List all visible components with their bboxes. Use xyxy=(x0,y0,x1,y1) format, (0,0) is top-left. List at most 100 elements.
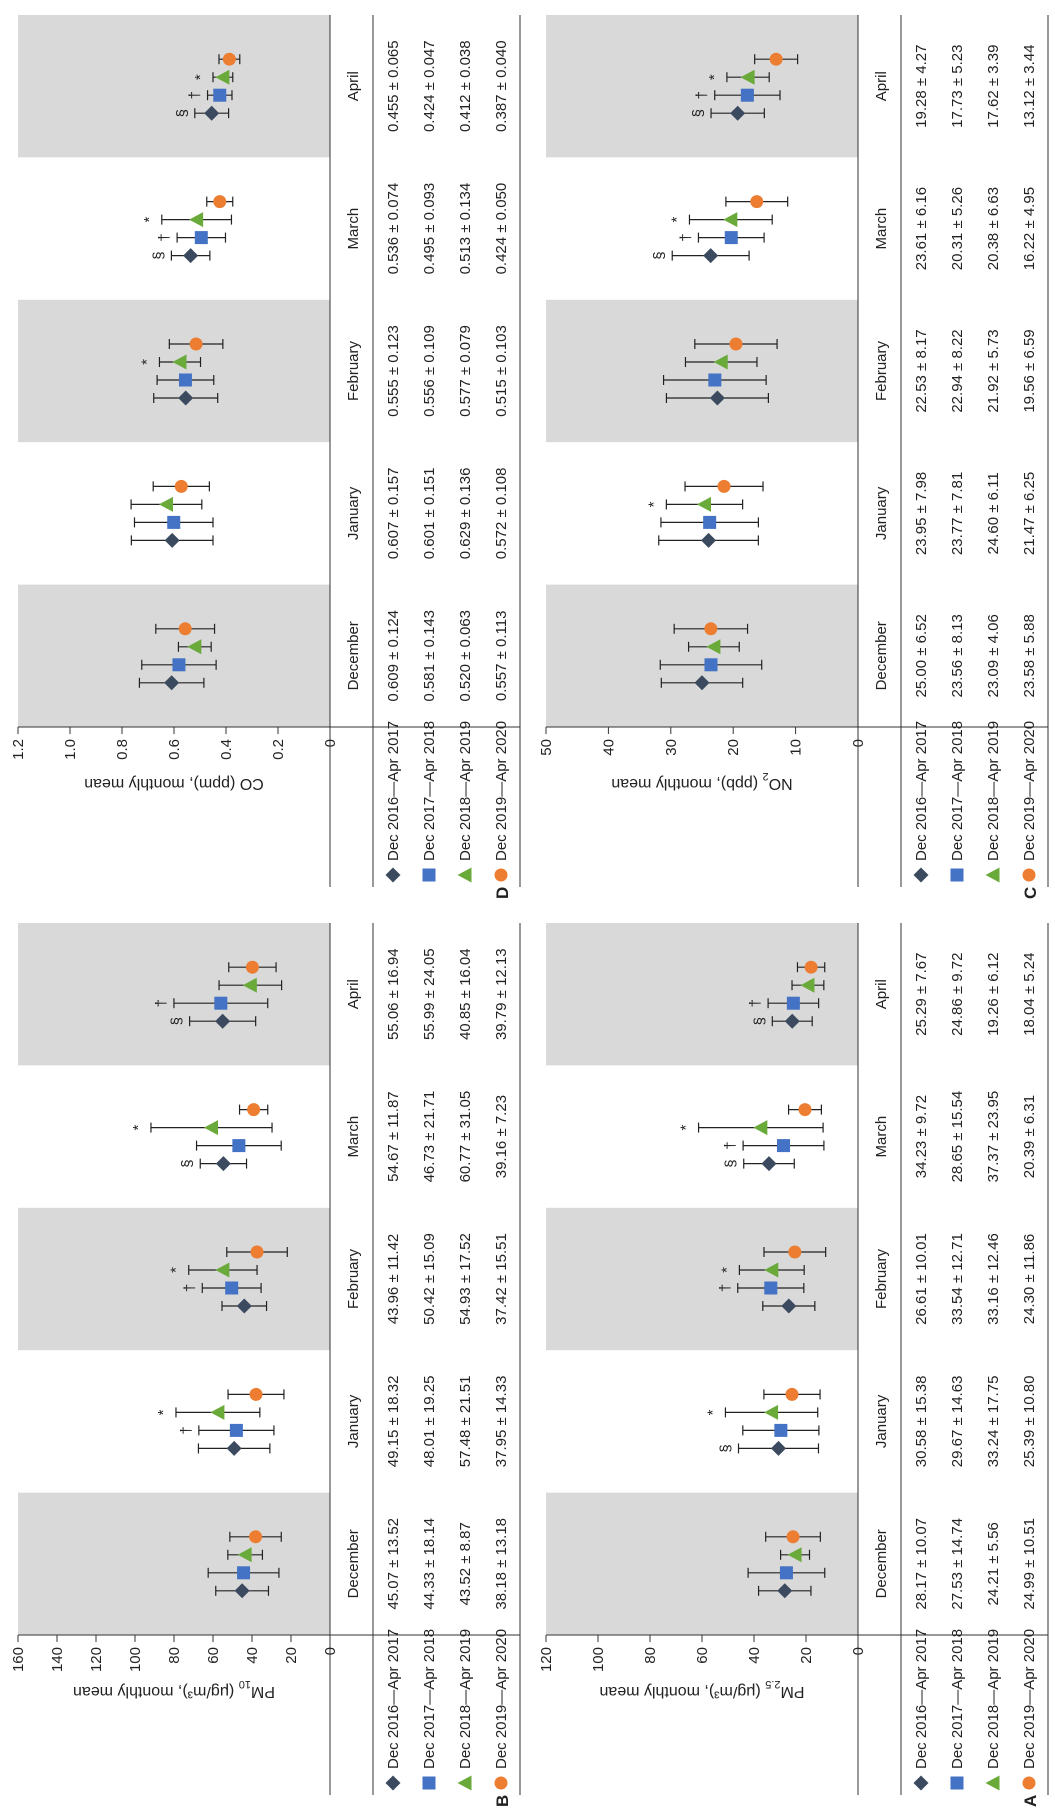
category-label: December xyxy=(873,1529,890,1598)
data-point xyxy=(723,212,738,228)
y-tick-label: 160 xyxy=(10,1647,27,1672)
category-label: April xyxy=(873,979,890,1009)
table-cell: 37.37 ± 23.95 xyxy=(985,1091,1002,1183)
data-point xyxy=(764,1404,779,1420)
significance-mark: * xyxy=(192,74,209,80)
y-tick-label: 0.2 xyxy=(270,739,287,760)
table-cell: 33.54 ± 12.71 xyxy=(949,1233,966,1325)
data-point xyxy=(245,960,259,974)
table-cell: 23.61 ± 6.16 xyxy=(913,187,930,270)
table-cell: 40.85 ± 16.04 xyxy=(457,948,474,1040)
y-axis-label-sub: 2.5 xyxy=(765,1678,780,1690)
legend-label: Dec 2017—Apr 2018 xyxy=(949,1629,966,1769)
legend-marker xyxy=(913,1775,929,1791)
table-cell: 0.424 ± 0.047 xyxy=(421,40,438,132)
legend-marker xyxy=(457,1775,472,1791)
legend-marker xyxy=(950,1776,964,1790)
y-tick-label: 40 xyxy=(746,1647,763,1664)
data-point xyxy=(761,1156,777,1172)
legend-label: Dec 2018—Apr 2019 xyxy=(985,721,1002,861)
significance-mark: † xyxy=(153,999,170,1007)
significance-mark: § xyxy=(174,109,191,117)
table-cell: 28.17 ± 10.07 xyxy=(913,1518,930,1610)
legend-label: Dec 2016—Apr 2017 xyxy=(913,1629,930,1769)
significance-mark: § xyxy=(718,1444,735,1452)
category-band xyxy=(18,584,330,727)
significance-mark: § xyxy=(169,1017,186,1025)
y-axis-label-base: PM xyxy=(781,1683,805,1700)
data-point xyxy=(770,1440,786,1456)
data-point xyxy=(172,354,187,370)
table-cell: 13.12 ± 3.44 xyxy=(1021,45,1038,128)
data-point xyxy=(704,658,718,672)
category-band xyxy=(546,15,858,158)
table-cell: 19.56 ± 6.59 xyxy=(1021,329,1038,412)
y-axis-label-rest: (μg/m³), monthly mean xyxy=(600,1683,766,1700)
table-cell: 27.53 ± 14.74 xyxy=(949,1518,966,1610)
y-axis-label: NO2 (ppb), monthly mean xyxy=(611,770,792,792)
table-cell: 23.77 ± 7.81 xyxy=(949,472,966,555)
table-cell: 18.04 ± 5.24 xyxy=(1021,953,1038,1036)
y-tick-label: 20 xyxy=(798,1647,815,1664)
legend-label: Dec 2017—Apr 2018 xyxy=(949,721,966,861)
table-cell: 0.412 ± 0.038 xyxy=(457,40,474,132)
category-label: March xyxy=(873,208,890,250)
y-tick-label: 60 xyxy=(694,1647,711,1664)
panel-letter: C xyxy=(1021,887,1040,899)
y-tick-label: 60 xyxy=(205,1647,222,1664)
significance-mark: † xyxy=(747,999,764,1007)
table-cell: 25.00 ± 6.52 xyxy=(913,614,930,697)
significance-mark: † xyxy=(717,1284,734,1292)
table-cell: 55.06 ± 16.94 xyxy=(385,948,402,1040)
table-cell: 26.61 ± 10.01 xyxy=(913,1233,930,1325)
table-cell: 0.387 ± 0.040 xyxy=(493,40,510,132)
data-point xyxy=(764,1262,779,1278)
significance-mark: § xyxy=(150,251,167,259)
category-label: February xyxy=(873,1248,890,1309)
table-cell: 0.572 ± 0.108 xyxy=(493,468,510,560)
legend-marker xyxy=(494,868,508,882)
significance-mark: * xyxy=(704,1409,721,1415)
data-point xyxy=(215,1156,231,1172)
data-point xyxy=(249,1530,263,1544)
table-cell: 22.53 ± 8.17 xyxy=(913,329,930,412)
data-point xyxy=(189,212,204,228)
data-point xyxy=(788,1245,802,1259)
significance-mark: * xyxy=(155,1409,172,1415)
data-point xyxy=(786,996,800,1010)
significance-mark: * xyxy=(718,1267,735,1273)
table-cell: 0.513 ± 0.134 xyxy=(457,183,474,275)
legend-label: Dec 2019—Apr 2020 xyxy=(493,1629,510,1769)
data-point xyxy=(717,479,731,493)
data-point xyxy=(779,1566,793,1580)
table-cell: 29.67 ± 14.63 xyxy=(949,1376,966,1468)
table-cell: 0.607 ± 0.157 xyxy=(385,468,402,560)
y-tick-label: 80 xyxy=(166,1647,183,1664)
table-cell: 60.77 ± 31.05 xyxy=(457,1091,474,1183)
y-tick-label: 20 xyxy=(283,1647,300,1664)
data-point xyxy=(785,1387,799,1401)
significance-mark: * xyxy=(168,1267,185,1273)
table-cell: 19.28 ± 4.27 xyxy=(913,45,930,128)
significance-mark: § xyxy=(690,109,707,117)
category-band xyxy=(546,584,858,727)
category-label: April xyxy=(345,71,362,101)
table-cell: 23.56 ± 8.13 xyxy=(949,614,966,697)
table-cell: 46.73 ± 21.71 xyxy=(421,1091,438,1183)
y-tick-label: 1.2 xyxy=(10,739,27,760)
y-tick-label: 120 xyxy=(538,1647,555,1672)
y-axis-label-base: NO xyxy=(769,775,793,792)
table-cell: 28.65 ± 15.54 xyxy=(949,1091,966,1183)
data-point xyxy=(183,248,199,264)
category-label: January xyxy=(345,1394,362,1448)
category-band xyxy=(546,923,858,1066)
y-tick-label: 1.0 xyxy=(62,739,79,760)
table-cell: 0.495 ± 0.093 xyxy=(421,183,438,275)
significance-mark: * xyxy=(668,217,685,223)
significance-mark: § xyxy=(751,1017,768,1025)
table-cell: 0.557 ± 0.113 xyxy=(493,611,510,702)
y-tick-label: 80 xyxy=(642,1647,659,1664)
